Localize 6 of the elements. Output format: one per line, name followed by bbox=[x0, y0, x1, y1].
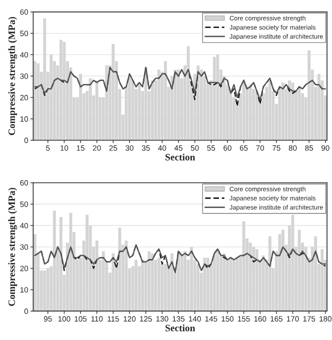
y-axis-title: Compressive strength (MPa) bbox=[8, 17, 18, 136]
y-axis-title: Compressive strength (MPa) bbox=[8, 188, 18, 306]
x-axis-title: Section bbox=[166, 324, 196, 332]
line-series bbox=[34, 66, 326, 100]
x-axis-title: Section bbox=[166, 154, 196, 160]
bar bbox=[33, 61, 36, 140]
